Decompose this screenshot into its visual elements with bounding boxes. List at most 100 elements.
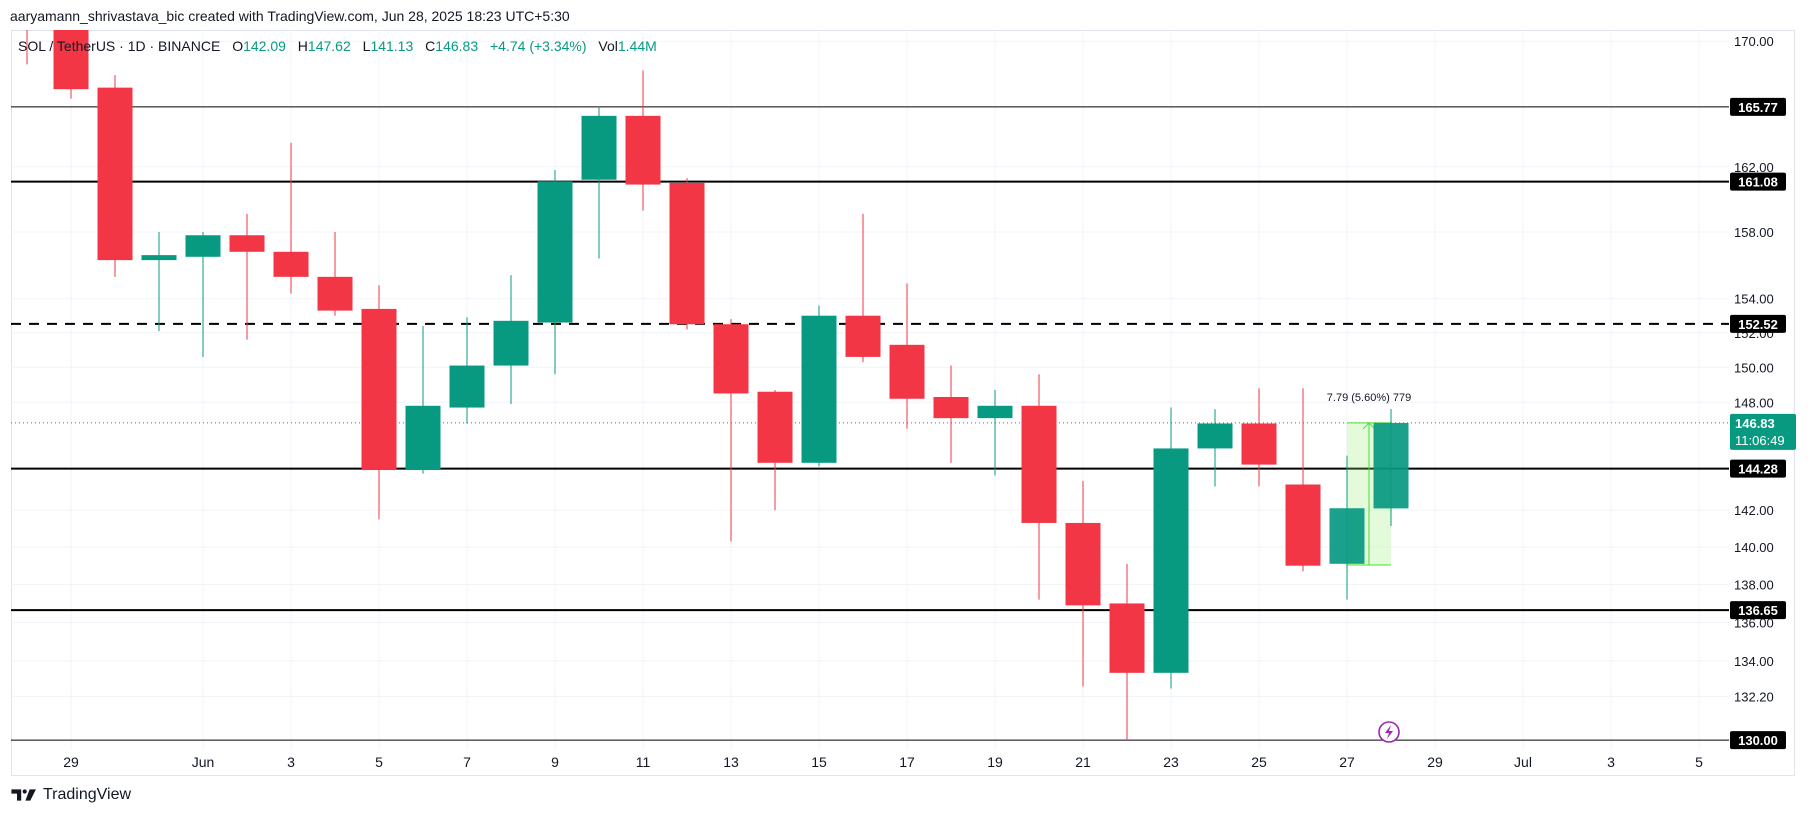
price-tick-label: 158.00 [1734,225,1774,240]
candle[interactable] [97,75,133,277]
close-label: C [425,38,436,54]
candle[interactable] [273,142,309,294]
candle-body [977,405,1013,419]
candle[interactable] [405,325,441,474]
candle[interactable] [1329,455,1365,600]
candle-body [757,391,793,463]
candle[interactable] [1065,480,1101,687]
candle-body [713,324,749,394]
candle-body [933,396,969,419]
candle[interactable] [977,389,1013,476]
candle-body [493,320,529,366]
candle[interactable] [1021,374,1057,600]
candle-body [581,115,617,180]
candle-body [1241,423,1277,465]
candle[interactable] [361,285,397,520]
brand-name: TradingView [43,786,132,803]
low-label: L [362,38,371,54]
time-tick-label: 3 [287,754,295,770]
candle-body [317,276,353,311]
candle[interactable] [229,213,265,340]
candle-body [273,251,309,277]
price-line-label: 165.77 [1738,100,1778,115]
footer-branding[interactable]: TradingView [11,786,131,804]
candle[interactable] [141,231,177,332]
price-line-label-bg[interactable] [1730,97,1786,116]
candle-body [625,115,661,185]
candle-body [1373,422,1409,509]
price-tick-label: 142.00 [1734,503,1774,518]
time-tick-label: 29 [63,754,79,770]
price-line-label-bg[interactable] [1730,172,1786,191]
candle-body [1153,448,1189,673]
candle[interactable] [317,231,353,316]
candle[interactable] [801,305,837,467]
time-tick-label: 15 [811,754,827,770]
candle[interactable] [625,70,661,211]
arrow-up-icon [1362,422,1376,430]
candle[interactable] [449,317,485,424]
candle[interactable] [537,170,573,375]
candle-body [97,87,133,261]
price-line-label: 136.65 [1738,603,1778,618]
time-tick-label: 5 [375,754,383,770]
time-tick-label: 5 [1695,754,1703,770]
price-line-label-bg[interactable] [1730,601,1786,620]
candle-body [229,235,265,252]
time-axis: 29 Jun 3 5 7 9 11 13 15 17 19 21 23 25 27 29 Jul 3 5 [63,754,1703,770]
time-tick-label: Jun [192,754,215,770]
time-tick-label: 7 [463,754,471,770]
candle[interactable] [1109,563,1145,741]
time-tick-label: 19 [987,754,1003,770]
bar-countdown-label: 11:06:49 [1735,433,1785,448]
candle[interactable] [1241,388,1277,487]
measure-label: 7.79 (5.60%) 779 [1327,392,1411,404]
change-value: +4.74 (+3.34%) [490,38,587,54]
chart-frame[interactable] [11,30,1795,776]
candle[interactable] [493,275,529,405]
candle[interactable] [933,365,969,463]
candle-body [669,182,705,325]
high-label: H [297,38,308,54]
price-tick-label: 150.00 [1734,360,1774,375]
candle[interactable] [1153,407,1189,689]
candle[interactable] [53,3,89,99]
price-line-label-bg[interactable] [1730,459,1786,478]
lightning-event-icon[interactable] [1378,721,1400,743]
open-label: O [232,38,244,54]
high-value: 147.62 [307,38,351,54]
candle-body [1109,603,1145,673]
candle[interactable] [1285,388,1321,572]
candle[interactable] [845,213,881,363]
candle[interactable] [757,389,793,511]
candle[interactable] [669,178,705,330]
price-line-label: 161.08 [1738,175,1778,190]
candle[interactable] [10,0,45,65]
price-line-label: 152.52 [1738,317,1778,332]
tradingview-logo-icon [11,789,36,801]
time-tick-label: 13 [723,754,739,770]
candle-body [405,405,441,471]
candle[interactable] [1197,409,1233,487]
candle[interactable] [185,231,221,357]
time-tick-label: 21 [1075,754,1091,770]
candle[interactable] [1373,408,1409,527]
open-value: 142.09 [243,38,286,54]
candle-body [1065,522,1101,606]
candle-body [845,315,881,357]
current-price-badge[interactable] [1730,413,1796,450]
price-line-label-bg[interactable] [1730,731,1786,750]
candle-body [537,181,573,323]
price-line-label-bg[interactable] [1730,314,1786,333]
symbol-title[interactable]: SOL / TetherUS · 1D · BINANCE [18,38,221,54]
price-tick-label: 132.20 [1734,689,1774,704]
candle[interactable] [889,283,925,429]
candle[interactable] [581,106,617,259]
time-tick-label: 11 [636,754,651,770]
candle[interactable] [713,319,749,542]
candle-body [53,30,89,90]
time-tick-label: 9 [551,754,559,770]
time-tick-label: 17 [899,754,915,770]
price-tick-label: 140.00 [1734,540,1774,555]
